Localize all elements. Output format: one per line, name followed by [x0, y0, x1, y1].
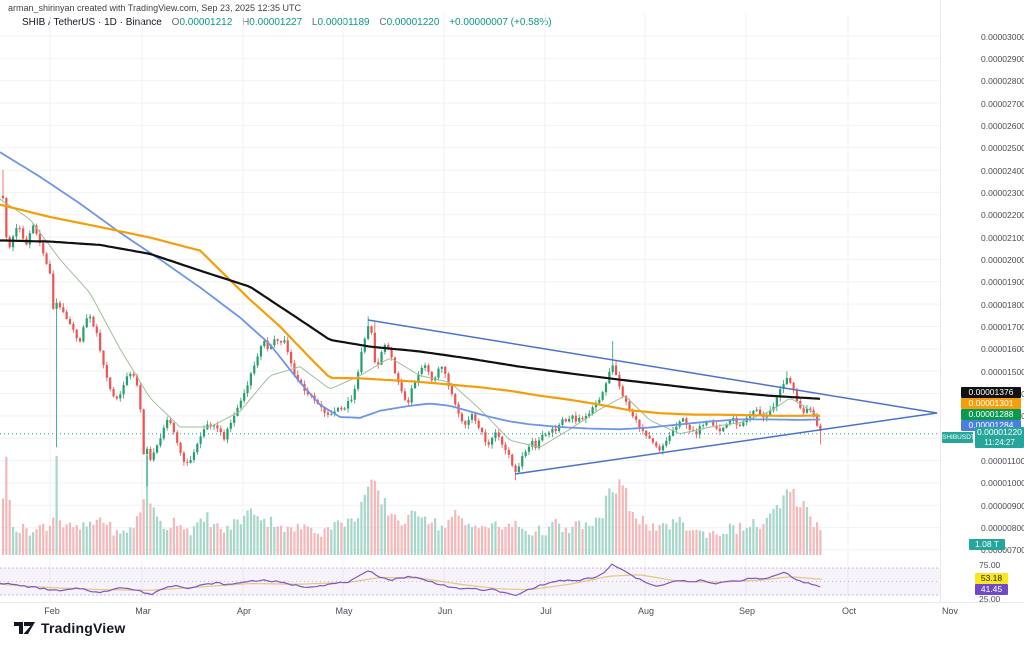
time-axis-label-mar: Mar: [135, 606, 151, 616]
price-axis-label: 0.00002800: [981, 76, 1024, 87]
open-value: 0.00001212: [179, 17, 233, 28]
high-value: 0.00001227: [249, 17, 303, 28]
price-axis-label: 0.00001100: [981, 456, 1024, 467]
attribution-text: arman_shirinyan created with TradingView…: [8, 3, 301, 13]
price-axis-label: 0.00001900: [981, 277, 1024, 288]
price-axis-label: 0.00000900: [981, 500, 1024, 511]
change-value: +0.00000007 (+0.58%): [449, 17, 552, 28]
symbol-tag: SHIBUSDT: [942, 432, 975, 443]
ma-20-line: [0, 198, 821, 448]
time-axis[interactable]: Feb Mar Apr May Jun Jul Aug Sep Oct Nov: [0, 602, 1024, 619]
price-axis-label: 0.00002000: [981, 254, 1024, 265]
close-value: 0.00001220: [386, 17, 440, 28]
ma200-price-label: 0.00001376: [961, 387, 1021, 398]
price-axis-label: 0.00002700: [981, 98, 1024, 109]
rsi-pane: [0, 563, 940, 597]
time-axis-label-sep: Sep: [738, 606, 756, 616]
tradingview-logo-icon: [14, 622, 35, 634]
upper-trendline: [367, 319, 938, 414]
last-price-value: 0.00001220: [977, 427, 1022, 437]
high-label: H: [242, 17, 250, 28]
time-axis-label-apr: Apr: [236, 606, 252, 616]
trendlines[interactable]: [367, 319, 938, 475]
bar-countdown: 11:24:27: [984, 438, 1015, 447]
ma-200-line: [0, 239, 821, 400]
price-axis-label: 0.00003000: [981, 31, 1024, 42]
low-value: 0.00001189: [317, 17, 370, 28]
time-axis-label-oct: Oct: [841, 606, 857, 616]
price-axis-label: 0.00001700: [981, 321, 1024, 332]
rsi-value-label: 41.45: [975, 584, 1008, 595]
time-axis-label-nov: Nov: [941, 606, 959, 616]
grid-lines: [0, 14, 940, 602]
open-label: O: [171, 17, 180, 28]
price-axis-label: 0.00002300: [981, 187, 1024, 198]
price-axis-label: 0.00001000: [981, 478, 1024, 489]
price-axis-label: 0.00001500: [981, 366, 1024, 377]
ma50-price-label: 0.00001284: [961, 420, 1021, 431]
ma100-price-label: 0.00001301: [961, 398, 1021, 409]
ma-100-line: [0, 203, 820, 417]
price-axis-label: 0.00000700: [981, 545, 1024, 556]
low-label: L: [311, 17, 318, 28]
rsi-ma-value-label: 53.18: [975, 573, 1008, 584]
price-axis-label: 0.00000800: [981, 523, 1024, 534]
time-axis-label-feb: Feb: [44, 606, 60, 616]
price-axis-label: 0.00002400: [981, 165, 1024, 176]
volume-bars: [1, 455, 822, 555]
rsi-tick-25: 25.00: [979, 594, 1001, 604]
close-label: C: [379, 17, 387, 28]
tradingview-logo[interactable]: TradingView: [14, 620, 125, 636]
price-axis-label: 0.00001800: [981, 299, 1024, 310]
price-axis-label: 0.00002600: [981, 120, 1024, 131]
time-axis-label-jun: Jun: [437, 606, 453, 616]
rsi-tick-75: 75.00: [979, 560, 1001, 570]
rsi-line: [0, 563, 821, 597]
last-price-box: 0.00001220 11:24:27: [975, 427, 1024, 448]
ma20-price-label: 0.00001288: [961, 409, 1021, 420]
price-axis-label: 0.00001600: [981, 344, 1024, 355]
candlestick-series: [1, 170, 822, 487]
price-axis-label: 0.00002500: [981, 143, 1024, 154]
symbol-title[interactable]: SHIB / TetherUS · 1D · Binance: [22, 17, 162, 28]
price-axis-label: 0.00002200: [981, 210, 1024, 221]
symbol-info-bar[interactable]: SHIB / TetherUS · 1D · Binance O0.000012…: [22, 17, 552, 28]
ma-50-line: [0, 151, 821, 431]
price-axis-label: 0.00002100: [981, 232, 1024, 243]
volume-value-label: 1.08 T: [969, 539, 1005, 550]
price-axis-label: 0.00002900: [981, 53, 1024, 64]
time-axis-label-aug: Aug: [637, 606, 655, 616]
time-axis-label-may: May: [335, 606, 353, 616]
price-axis[interactable]: 0.00003000 0.00002900 0.00002800 0.00002700…: [940, 0, 1024, 602]
time-axis-label-jul: Jul: [540, 606, 552, 616]
tradingview-logo-text: TradingView: [41, 620, 126, 636]
lower-trendline: [514, 412, 938, 475]
